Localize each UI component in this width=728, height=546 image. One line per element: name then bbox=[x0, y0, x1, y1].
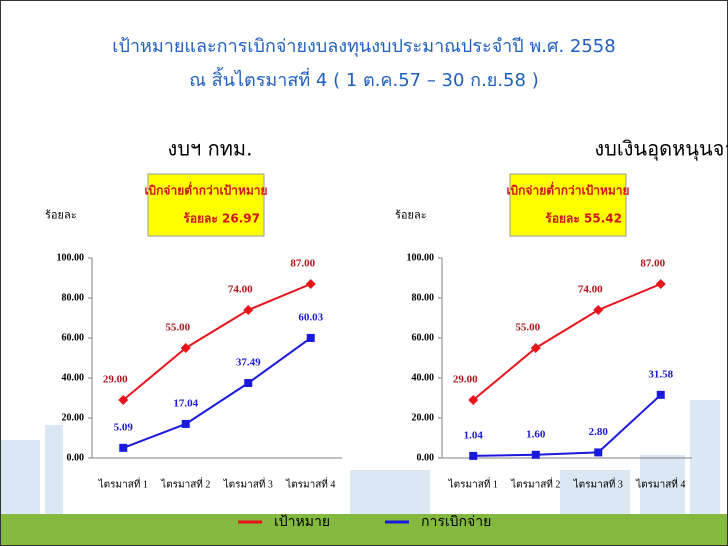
x-tick-label: ไตรมาสที่ 4 bbox=[285, 476, 335, 490]
chart-title: งบเงินอุดหนุนจากรัฐบาล bbox=[594, 137, 728, 162]
data-label: 1.60 bbox=[526, 428, 546, 440]
x-tick-label: ไตรมาสที่ 2 bbox=[160, 476, 210, 490]
point bbox=[657, 391, 665, 399]
legend-label: เป้าหมาย bbox=[274, 514, 330, 530]
grass-band bbox=[0, 514, 728, 546]
y-tick-label: 80.00 bbox=[62, 292, 85, 303]
annotation-text: เบิกจ่ายต่ำกว่าเป้าหมาย bbox=[144, 182, 267, 198]
slide-subtitle: ณ สิ้นไตรมาสที่ 4 ( 1 ต.ค.57 – 30 ก.ย.58… bbox=[189, 67, 538, 91]
x-tick-label: ไตรมาสที่ 4 bbox=[635, 476, 685, 490]
data-label: 1.04 bbox=[464, 429, 484, 441]
data-label: 55.00 bbox=[515, 322, 540, 334]
x-tick-label: ไตรมาสที่ 2 bbox=[510, 476, 560, 490]
y-tick-label: 40.00 bbox=[62, 372, 85, 383]
x-tick-label: ไตรมาสที่ 1 bbox=[448, 476, 498, 490]
x-tick-label: ไตรมาสที่ 3 bbox=[573, 476, 623, 490]
y-tick-label: 0.00 bbox=[67, 452, 85, 463]
data-label: 60.03 bbox=[298, 311, 323, 323]
data-label: 31.58 bbox=[648, 368, 673, 380]
data-label: 37.49 bbox=[236, 357, 261, 369]
data-label: 74.00 bbox=[228, 284, 253, 296]
data-label: 74.00 bbox=[578, 284, 603, 296]
y-tick-label: 80.00 bbox=[412, 292, 435, 303]
point bbox=[532, 451, 540, 459]
slide: เป้าหมายและการเบิกจ่ายงบลงทุนงบประมาณประ… bbox=[0, 0, 728, 546]
data-label: 17.04 bbox=[173, 397, 198, 409]
y-tick-label: 0.00 bbox=[417, 452, 435, 463]
data-label: 2.80 bbox=[589, 426, 609, 438]
slide-title: เป้าหมายและการเบิกจ่ายงบลงทุนงบประมาณประ… bbox=[112, 36, 615, 57]
y-tick-label: 20.00 bbox=[62, 412, 85, 423]
y-axis-label: ร้อยละ bbox=[395, 210, 427, 222]
data-label: 5.09 bbox=[114, 421, 134, 433]
data-label: 55.00 bbox=[165, 322, 190, 334]
y-tick-label: 40.00 bbox=[412, 372, 435, 383]
y-tick-label: 100.00 bbox=[407, 252, 435, 263]
data-label: 29.00 bbox=[453, 374, 478, 386]
point bbox=[307, 334, 315, 342]
legend-label: การเบิกจ่าย bbox=[421, 514, 491, 530]
chart-title: งบฯ กทม. bbox=[168, 137, 253, 161]
point bbox=[469, 452, 477, 460]
y-tick-label: 60.00 bbox=[62, 332, 85, 343]
point bbox=[119, 444, 127, 452]
annotation-text: ร้อยละ 26.97 bbox=[183, 212, 260, 226]
y-tick-label: 60.00 bbox=[412, 332, 435, 343]
y-tick-label: 100.00 bbox=[57, 252, 85, 263]
data-label: 87.00 bbox=[640, 258, 665, 270]
y-tick-label: 20.00 bbox=[412, 412, 435, 423]
y-axis-label: ร้อยละ bbox=[45, 210, 77, 222]
annotation-text: ร้อยละ 55.42 bbox=[545, 212, 622, 226]
x-tick-label: ไตรมาสที่ 1 bbox=[98, 476, 148, 490]
data-label: 87.00 bbox=[290, 258, 315, 270]
x-tick-label: ไตรมาสที่ 3 bbox=[223, 476, 273, 490]
point bbox=[594, 448, 602, 456]
point bbox=[244, 379, 252, 387]
annotation-text: เบิกจ่ายต่ำกว่าเป้าหมาย bbox=[506, 182, 629, 198]
data-label: 29.00 bbox=[103, 374, 128, 386]
point bbox=[182, 420, 190, 428]
